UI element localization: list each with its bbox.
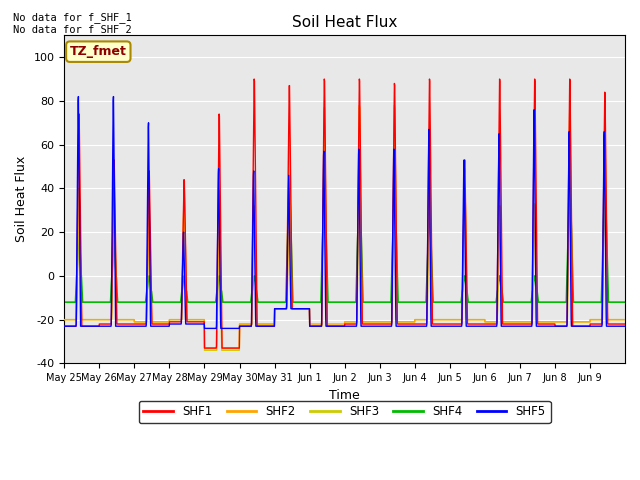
Legend: SHF1, SHF2, SHF3, SHF4, SHF5: SHF1, SHF2, SHF3, SHF4, SHF5	[139, 401, 550, 423]
Y-axis label: Soil Heat Flux: Soil Heat Flux	[15, 156, 28, 242]
Text: No data for f_SHF_2: No data for f_SHF_2	[13, 24, 132, 35]
Text: No data for f_SHF_1: No data for f_SHF_1	[13, 12, 132, 23]
X-axis label: Time: Time	[329, 389, 360, 402]
Title: Soil Heat Flux: Soil Heat Flux	[292, 15, 397, 30]
Text: TZ_fmet: TZ_fmet	[70, 45, 127, 58]
